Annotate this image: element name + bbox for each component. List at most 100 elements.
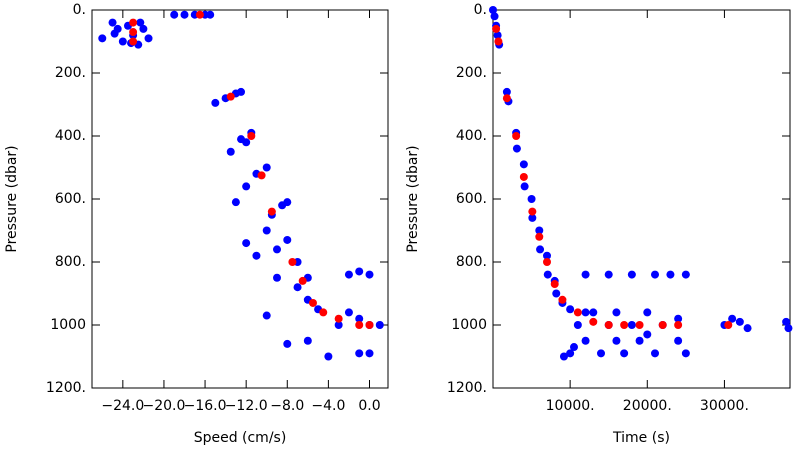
point	[573, 308, 582, 317]
x-tick-label: −12.0	[225, 398, 268, 414]
point	[324, 352, 333, 361]
point	[355, 321, 364, 329]
point	[365, 321, 374, 329]
point	[231, 198, 240, 207]
point	[283, 235, 292, 244]
point	[519, 160, 528, 169]
point	[237, 87, 246, 96]
point	[108, 18, 117, 27]
point	[502, 94, 511, 103]
point	[267, 207, 276, 216]
x-axis-label: Speed (cm/s)	[194, 430, 287, 446]
point	[118, 37, 127, 46]
point	[180, 10, 189, 19]
y-tick-label: 200.	[55, 65, 86, 81]
point	[242, 182, 251, 191]
point	[604, 270, 613, 279]
x-tick-label: −24.0	[101, 398, 144, 414]
y-tick-label: 0.	[73, 2, 86, 18]
point	[308, 298, 317, 307]
point	[643, 330, 652, 339]
point	[620, 349, 629, 358]
point	[612, 308, 621, 317]
point	[273, 245, 281, 254]
point	[298, 276, 307, 285]
point	[743, 324, 752, 333]
y-tick-label: 1000	[50, 317, 86, 333]
point	[262, 311, 271, 320]
point	[724, 321, 733, 329]
point	[334, 321, 343, 329]
point	[674, 336, 683, 345]
plot-frame	[91, 9, 389, 389]
point	[627, 321, 636, 329]
y-tick-label: 800.	[456, 254, 487, 270]
y-tick-label: 1200.	[46, 380, 86, 396]
point	[543, 251, 551, 260]
point	[494, 37, 503, 46]
point	[589, 317, 598, 326]
point	[666, 270, 675, 279]
point	[139, 24, 148, 33]
y-tick-label: 800.	[55, 254, 86, 270]
point	[681, 349, 690, 358]
point	[355, 267, 364, 276]
point	[273, 273, 281, 282]
point	[129, 28, 138, 37]
point	[604, 321, 613, 329]
y-tick-label: 400.	[55, 128, 86, 144]
point	[543, 258, 551, 266]
point	[344, 308, 353, 317]
point	[512, 132, 521, 140]
point	[257, 171, 266, 180]
point	[262, 226, 271, 235]
point	[589, 308, 598, 317]
point	[206, 10, 215, 19]
point	[674, 321, 683, 329]
y-tick-label: 1000	[451, 317, 487, 333]
point	[293, 283, 302, 292]
point	[581, 270, 590, 279]
y-tick-label: 400.	[456, 128, 487, 144]
x-tick-label: −4.0	[311, 398, 345, 414]
point	[283, 339, 292, 348]
point	[129, 18, 138, 27]
point	[566, 305, 575, 314]
point	[543, 270, 552, 279]
point	[375, 321, 384, 329]
y-tick-label: 200.	[456, 65, 487, 81]
point	[681, 270, 690, 279]
x-tick-label: −8.0	[270, 398, 304, 414]
point	[527, 195, 536, 203]
point	[612, 336, 621, 345]
point	[502, 87, 511, 96]
x-tick-label: 30000.	[700, 398, 749, 414]
point	[262, 163, 271, 172]
point	[283, 198, 292, 207]
point	[365, 270, 374, 279]
point	[365, 349, 374, 358]
point	[242, 239, 251, 248]
point	[674, 314, 683, 323]
point	[226, 147, 235, 156]
point	[570, 343, 578, 352]
point	[136, 18, 145, 27]
x-axis-label: Time (s)	[612, 430, 670, 446]
point	[559, 352, 568, 361]
point	[195, 10, 204, 19]
point	[490, 12, 499, 21]
point	[784, 324, 793, 333]
point	[493, 31, 502, 40]
point	[226, 92, 235, 101]
point	[735, 317, 744, 326]
point	[98, 34, 107, 43]
point	[519, 172, 528, 181]
point	[658, 321, 667, 329]
point	[520, 182, 529, 191]
y-axis-label: Pressure (dbar)	[405, 145, 421, 252]
point	[782, 317, 791, 326]
point	[512, 144, 521, 153]
point	[635, 321, 644, 329]
point	[651, 349, 659, 358]
